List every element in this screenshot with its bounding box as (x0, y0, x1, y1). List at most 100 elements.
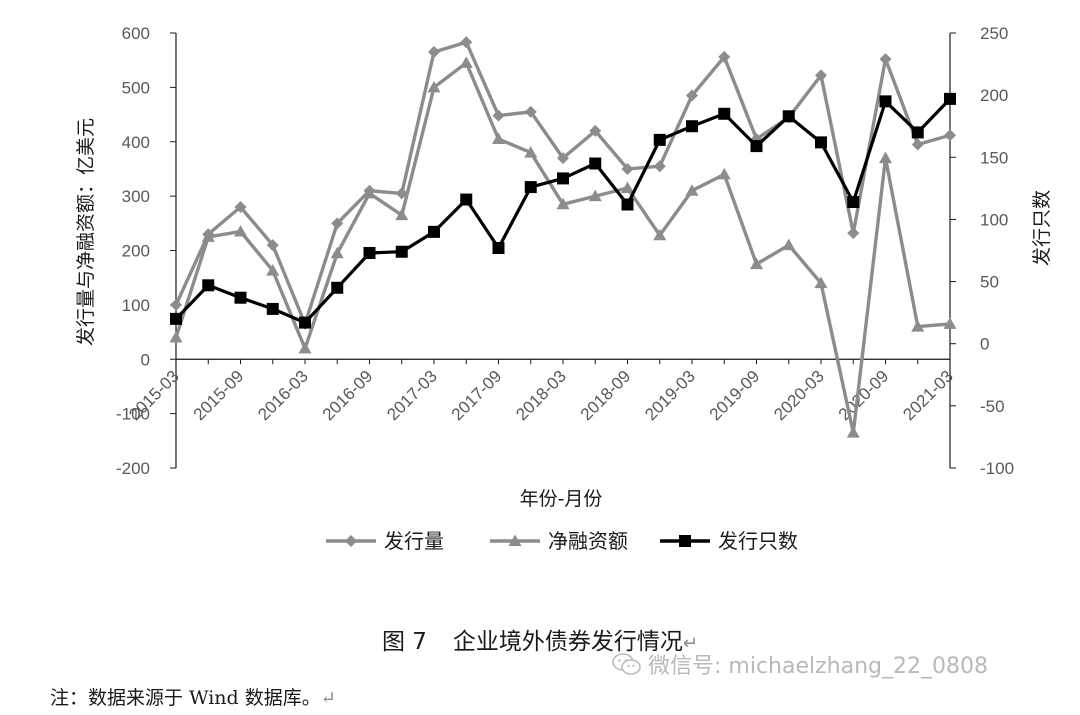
left-tick-label: 400 (122, 133, 150, 152)
series-1-point (879, 53, 892, 66)
series-3-point (202, 279, 215, 292)
series-3-point (621, 198, 634, 211)
series-3-point (299, 316, 311, 329)
series-3-point (428, 225, 440, 238)
right-tick-label: -50 (980, 397, 1005, 416)
series-3-point (911, 126, 924, 139)
series-1-point (911, 138, 924, 151)
series-2-point (201, 230, 215, 242)
x-tick-label: 2018-03 (512, 367, 570, 425)
series-1-point (847, 227, 860, 240)
series-3-point (589, 157, 602, 170)
x-tick-label: 2017-09 (448, 367, 506, 425)
x-tick-label: 2019-09 (706, 367, 764, 425)
series-2-point (266, 264, 280, 276)
series-1-point (944, 129, 956, 142)
paragraph-mark: ↵ (320, 688, 336, 709)
x-tick-label: 2015-03 (125, 367, 183, 425)
series-1-point (170, 298, 182, 311)
series-3-point (944, 92, 956, 105)
series-3-point (847, 196, 860, 209)
x-tick-label: 2021-03 (899, 367, 957, 425)
series-2-point (556, 197, 570, 210)
left-tick-label: 0 (141, 350, 150, 369)
series-3-point (782, 110, 795, 123)
series-1-point (686, 89, 698, 102)
series-2-point (395, 208, 409, 221)
series-3-point (460, 193, 473, 206)
series-2-point (169, 331, 183, 343)
series-3-point (557, 172, 569, 185)
legend-marker-3 (679, 535, 691, 547)
left-tick-label: 600 (122, 24, 150, 43)
left-tick-label: 300 (122, 187, 150, 206)
series-3-point (363, 246, 376, 259)
chart: -200 -100 0 100 200 300 400 500 600 -100 -50 0 50 100… (75, 24, 1053, 553)
figure-title: 企业境外债券发行情况 (452, 629, 683, 655)
series-3-point (750, 140, 763, 153)
series-1-point (395, 187, 408, 200)
series-2-point (459, 56, 473, 68)
series-3-point (524, 181, 537, 194)
right-tick-label: 50 (980, 273, 999, 292)
left-axis-title: 发行量与净融资额：亿美元 (75, 118, 97, 346)
series-3-point (815, 136, 827, 149)
series-2-point (814, 276, 828, 289)
series-2-point (524, 146, 538, 158)
x-tick-label: 2016-03 (254, 367, 312, 425)
series-1-point (428, 46, 440, 59)
series-1-point (621, 162, 634, 175)
x-tick-label: 2017-03 (383, 367, 441, 425)
right-tick-label: 100 (980, 210, 1008, 229)
series-1-point (331, 217, 344, 230)
right-tick-label: 250 (980, 24, 1008, 43)
series-2-point (588, 189, 602, 202)
legend-marker-1 (345, 535, 357, 547)
left-tick-label: -200 (116, 459, 150, 478)
left-tick-label: 200 (122, 242, 150, 261)
watermark: 微信号: michaelzhang_22_0808 (612, 648, 988, 680)
right-axis-title: 发行只数 (1031, 190, 1053, 266)
figure-number: 图 7 (381, 629, 427, 655)
series-3-point (331, 281, 344, 294)
legend-label-3: 发行只数 (718, 529, 798, 553)
series-2-point (782, 238, 796, 251)
series-2-point (298, 341, 312, 354)
x-axis-title: 年份-月份 (520, 488, 603, 510)
series-1-point (557, 152, 569, 165)
right-tick-label: 150 (980, 148, 1008, 167)
series-1-point (589, 124, 602, 137)
series-1-point (492, 109, 505, 122)
series-3-point (234, 291, 247, 304)
series-2-point (685, 184, 699, 196)
left-tick-label: -100 (116, 405, 150, 424)
x-tick-label: 2016-09 (319, 367, 377, 425)
paragraph-mark: ↵ (682, 633, 699, 654)
series-1-point (524, 105, 537, 118)
x-tick-label: 2020-09 (835, 367, 893, 425)
figure-caption: 图 7 企业境外债券发行情况↵ (0, 622, 1080, 656)
series-3-point (686, 120, 698, 133)
series-1-point (653, 160, 666, 173)
series-2-point (846, 426, 860, 438)
series-1-point (266, 239, 279, 252)
series-3-point (395, 245, 408, 258)
series-2-point (717, 167, 731, 180)
series-3-point (492, 242, 505, 255)
series-2-point (427, 80, 441, 93)
x-tick-label: 2018-09 (577, 367, 635, 425)
watermark-text: 微信号: michaelzhang_22_0808 (648, 654, 988, 679)
x-tick-label: 2019-03 (641, 367, 699, 425)
series-3-point (718, 107, 731, 120)
series-2-point (621, 181, 634, 193)
series-3-point (170, 312, 182, 325)
series-3-point (653, 133, 666, 146)
series-2-point (653, 228, 667, 241)
series-1-point (815, 69, 827, 82)
series-2-point (492, 132, 505, 145)
series-3-point (266, 302, 279, 315)
series-2-point (879, 151, 892, 164)
right-tick-label: 0 (980, 335, 989, 354)
series-2-point (943, 317, 957, 329)
left-tick-label: 100 (122, 296, 150, 315)
